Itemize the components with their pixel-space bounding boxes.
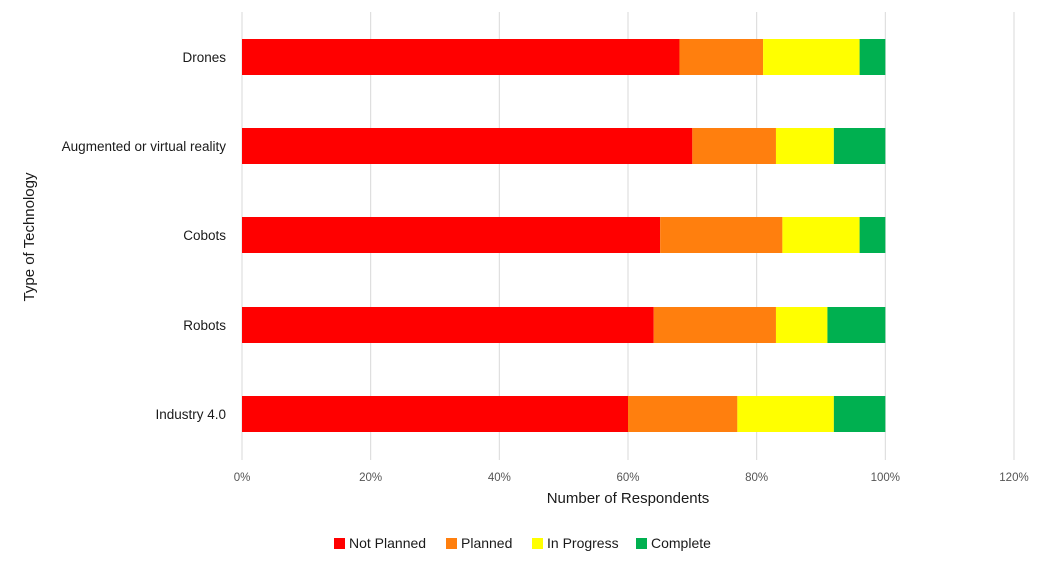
x-tick-label: 100% [871,472,900,484]
category-label: Cobots [183,228,226,243]
x-tick-label: 120% [999,472,1028,484]
x-tick-label: 40% [488,472,511,484]
legend-label-planned: Planned [461,535,512,551]
bars [242,39,886,432]
category-label: Robots [183,318,226,333]
bar-planned-cobots [660,217,783,253]
bar-not-planned-augmented-or-virtual-reality [242,128,693,164]
bar-planned-augmented-or-virtual-reality [692,128,776,164]
bar-in-progress-cobots [782,217,860,253]
bar-complete-augmented-or-virtual-reality [833,128,886,164]
bar-complete-robots [827,307,886,343]
bar-in-progress-industry-4-0 [737,396,834,432]
bar-complete-industry-4-0 [833,396,886,432]
bar-planned-robots [653,307,776,343]
y-axis-title: Type of Technology [21,172,38,301]
legend-swatch-in-progress [532,538,543,549]
bar-planned-industry-4-0 [628,396,738,432]
category-labels: Drones Augmented or virtual reality Cobots… [62,50,227,422]
x-tick-label: 60% [616,472,639,484]
legend-swatch-complete [636,538,647,549]
x-tick-label: 80% [745,472,768,484]
bar-in-progress-augmented-or-virtual-reality [775,128,834,164]
x-axis-title: Number of Respondents [547,490,710,507]
x-tick-label: 20% [359,472,382,484]
category-label: Augmented or virtual reality [62,139,227,154]
legend-swatch-planned [446,538,457,549]
legend-swatch-not-planned [334,538,345,549]
x-tick-label: 0% [234,472,251,484]
bar-planned-drones [679,39,764,75]
category-label: Industry 4.0 [155,407,226,422]
legend: Not Planned Planned In Progress Complete [334,535,711,551]
category-label: Drones [182,50,226,65]
x-tick-labels: 0% 20% 40% 60% 80% 100% 120% [234,472,1029,484]
bar-complete-drones [859,39,886,75]
legend-label-complete: Complete [651,535,711,551]
bar-complete-cobots [859,217,886,253]
legend-label-not-planned: Not Planned [349,535,426,551]
bar-not-planned-robots [242,307,654,343]
bar-in-progress-drones [763,39,860,75]
bar-not-planned-industry-4-0 [242,396,628,432]
bar-in-progress-robots [775,307,828,343]
legend-label-in-progress: In Progress [547,535,619,551]
bar-not-planned-drones [242,39,680,75]
bar-not-planned-cobots [242,217,661,253]
